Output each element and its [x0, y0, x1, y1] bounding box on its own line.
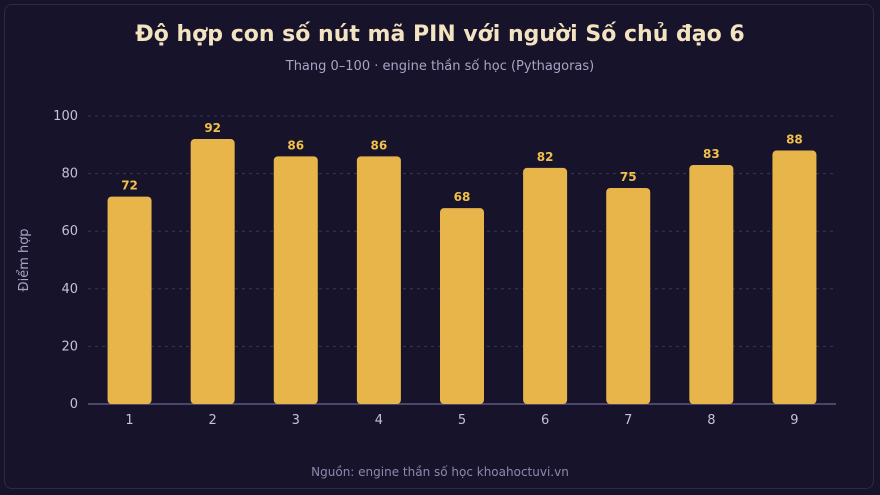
- y-axis-ticks: 0 20 40 60 80 100: [53, 109, 78, 412]
- x-tick-label: 7: [624, 413, 632, 428]
- bar-3: [273, 156, 318, 404]
- x-tick-label: 8: [707, 413, 715, 428]
- value-label-5: 68: [454, 190, 471, 204]
- value-label-7: 75: [620, 170, 637, 184]
- bar-9: [772, 150, 817, 404]
- x-tick-label: 2: [209, 413, 217, 428]
- x-tick-label: 6: [541, 413, 549, 428]
- value-label-2: 92: [204, 121, 221, 135]
- y-tick-label: 60: [61, 224, 78, 239]
- x-tick-label: 3: [292, 413, 300, 428]
- value-label-8: 83: [703, 147, 720, 161]
- chart-title: Độ hợp con số nút mã PIN với người Số ch…: [135, 22, 745, 47]
- value-label-9: 88: [786, 133, 803, 147]
- y-tick-label: 0: [70, 397, 78, 412]
- bar-1: [107, 196, 152, 404]
- bars: [107, 139, 817, 405]
- x-tick-label: 9: [790, 413, 798, 428]
- bar-5: [440, 208, 484, 404]
- bar-7: [606, 188, 651, 404]
- value-label-3: 86: [287, 138, 304, 152]
- bar-6: [523, 167, 568, 404]
- bar-2: [190, 139, 235, 405]
- chart-source: Nguồn: engine thần số học khoahoctuvi.vn: [311, 465, 569, 479]
- value-label-6: 82: [537, 150, 554, 164]
- x-tick-label: 4: [375, 413, 383, 428]
- chart-subtitle: Thang 0–100 · engine thần số học (Pythag…: [285, 59, 595, 74]
- x-tick-label: 1: [125, 413, 133, 428]
- y-tick-label: 100: [53, 109, 78, 124]
- x-axis-ticks: 1 2 3 4 5 6 7 8 9: [125, 413, 798, 428]
- y-tick-label: 80: [61, 167, 78, 182]
- bar-4: [356, 156, 401, 404]
- y-tick-label: 40: [61, 282, 78, 297]
- y-tick-label: 20: [61, 339, 78, 354]
- bar-8: [689, 164, 734, 404]
- x-tick-label: 5: [458, 413, 466, 428]
- value-labels: 72 92 86 86 68 82 75 83 88: [121, 121, 803, 204]
- value-label-1: 72: [121, 179, 138, 193]
- value-label-4: 86: [371, 138, 388, 152]
- y-axis-label: Điểm hợp: [17, 229, 32, 292]
